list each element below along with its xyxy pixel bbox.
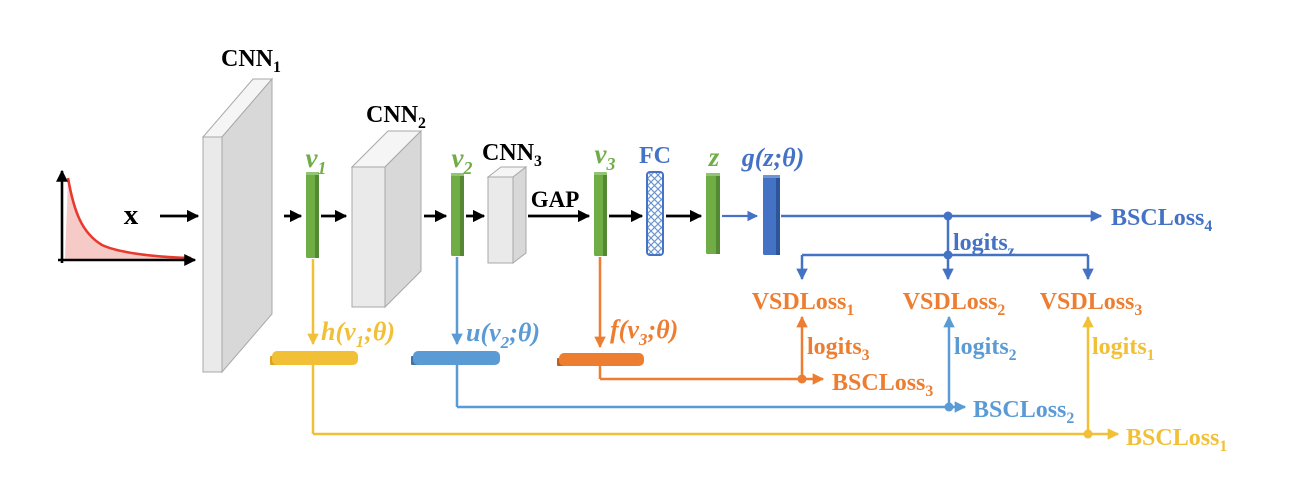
h-bar-face — [272, 351, 358, 365]
yellow-branch — [307, 259, 1120, 440]
z-bar-cap — [706, 173, 720, 176]
z-bar — [706, 173, 720, 254]
junction-dot-lblue — [944, 402, 954, 412]
logits-z-label: logitsz — [953, 230, 1015, 260]
h-projection-bar — [270, 351, 358, 365]
g-bar — [763, 175, 780, 255]
cnn1-label: CNN1 — [221, 46, 281, 76]
v3-label: v3 — [595, 139, 616, 174]
fc-label: FC — [639, 143, 671, 169]
v1-bar-shade — [315, 173, 319, 258]
v2-bar-cap — [451, 173, 464, 176]
f-projection-bar — [557, 353, 644, 366]
logits1-label: logits1 — [1092, 334, 1155, 364]
cnn3-side-face — [512, 165, 527, 265]
cnn1-front-face — [202, 136, 223, 373]
vsdloss1-label: VSDLoss1 — [752, 289, 855, 319]
input-label: x — [124, 199, 139, 231]
g-bar-shade — [776, 176, 780, 255]
v3-bar — [594, 172, 607, 256]
f-bar-face — [559, 353, 644, 366]
cnn1-block — [201, 77, 274, 374]
g-bar-cap — [763, 175, 780, 178]
logits3-label: logits3 — [807, 334, 870, 364]
u-label: u(v2;θ) — [466, 318, 540, 352]
v1-bar — [306, 172, 319, 258]
logits2-label: logits2 — [954, 334, 1017, 364]
cnn2-label: CNN2 — [366, 102, 426, 132]
v2-bar-shade — [460, 174, 464, 256]
plot-area-fill — [65, 178, 191, 259]
vsdloss3-label: VSDLoss3 — [1040, 289, 1143, 319]
g-bar-face — [763, 175, 780, 255]
cnn3-label: CNN3 — [482, 140, 542, 170]
v2-label: v2 — [452, 143, 473, 178]
junction-dot-top — [943, 211, 953, 221]
plot-curve — [66, 177, 192, 260]
input-distribution-plot — [56, 169, 197, 266]
v2-bar — [451, 173, 464, 256]
u-projection-bar — [411, 351, 500, 365]
orange-branch — [594, 257, 825, 385]
junction-dot-mid — [943, 250, 953, 260]
fc-layer — [646, 171, 664, 256]
z-bar-shade — [716, 174, 720, 254]
u-bar-face — [413, 351, 500, 365]
bscloss4-label: BSCLoss4 — [1111, 205, 1212, 235]
z-label: z — [708, 142, 720, 172]
v1-bar-cap — [306, 172, 319, 175]
v3-bar-cap — [594, 172, 607, 175]
f-label: f(v3;θ) — [610, 315, 678, 349]
bscloss1-label: BSCLoss1 — [1126, 425, 1227, 455]
cnn2-block — [350, 129, 423, 309]
fc-hatch — [646, 171, 664, 256]
junction-dot-yellow — [1083, 429, 1093, 439]
blue-branch — [451, 257, 967, 413]
vsdloss2-label: VSDLoss2 — [903, 289, 1006, 319]
cnn3-front-face — [487, 176, 514, 264]
junction-dot-orange — [797, 374, 807, 384]
bscloss2-label: BSCLoss2 — [973, 397, 1074, 427]
h-label: h(v1;θ) — [321, 317, 395, 351]
gap-label: GAP — [531, 187, 580, 212]
bscloss3-label: BSCLoss3 — [832, 370, 933, 400]
v1-label: v1 — [306, 143, 327, 178]
v3-bar-shade — [603, 173, 607, 256]
cnn2-front-face — [351, 166, 386, 308]
logits-z-routing — [781, 210, 1103, 281]
g-label: g(z;θ) — [741, 143, 805, 172]
cnn3-block — [486, 165, 528, 265]
